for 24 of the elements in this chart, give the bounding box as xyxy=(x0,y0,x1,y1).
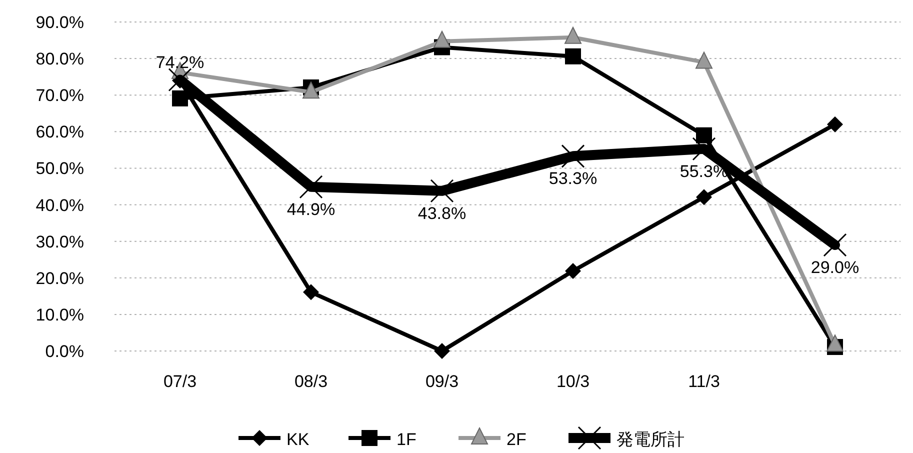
y-tick-label: 40.0% xyxy=(36,196,84,215)
legend-label: 2F xyxy=(506,430,526,449)
y-tick-label: 80.0% xyxy=(36,50,84,69)
data-label: 53.3% xyxy=(548,169,598,188)
legend-label: KK xyxy=(286,430,310,449)
data-label: 29.0% xyxy=(810,258,860,277)
y-tick-label: 60.0% xyxy=(36,122,84,142)
y-tick-label: 30.0% xyxy=(36,232,84,252)
y-tick-label: 50.0% xyxy=(36,159,84,178)
data-label: 74.2% xyxy=(156,52,204,72)
y-tick-label: 0.0% xyxy=(45,342,84,361)
x-tick-label: 07/3 xyxy=(163,372,197,391)
legend-label: 発電所計 xyxy=(616,430,684,449)
y-tick-label: 10.0% xyxy=(36,305,84,324)
x-tick-label: 11/3 xyxy=(688,372,720,391)
y-tick-label: 90.0% xyxy=(36,13,84,32)
legend-label: 1F xyxy=(396,430,416,449)
data-label: 44.9% xyxy=(286,200,336,219)
y-tick-label: 70.0% xyxy=(36,86,84,106)
x-tick-label: 10/3 xyxy=(556,372,590,391)
x-tick-label: 08/3 xyxy=(294,372,328,391)
y-tick-label: 20.0% xyxy=(36,268,84,288)
x-tick-label: 09/3 xyxy=(425,372,459,391)
data-label: 43.8% xyxy=(418,204,466,223)
